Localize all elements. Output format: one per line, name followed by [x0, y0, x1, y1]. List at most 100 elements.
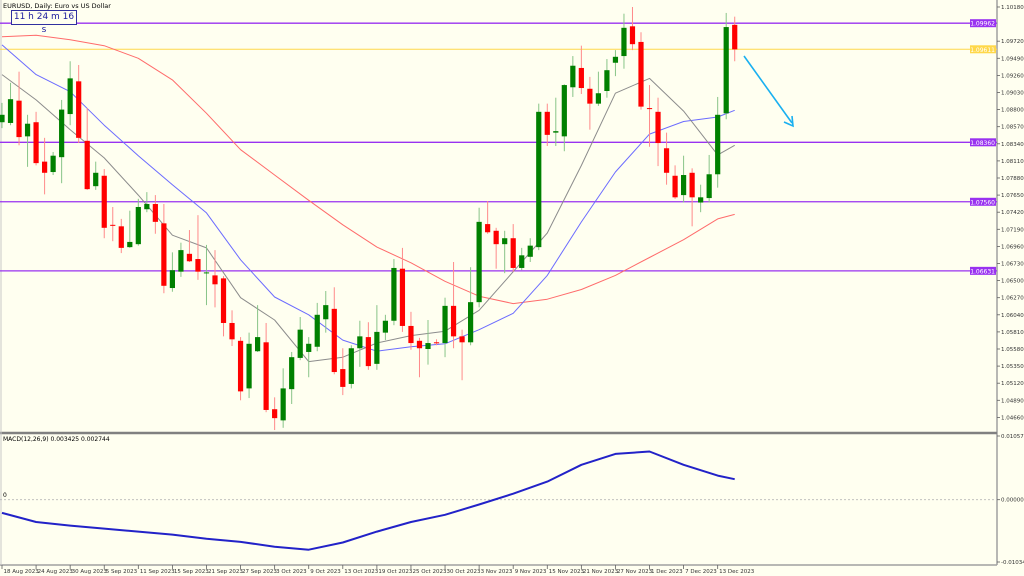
candle-bull — [297, 329, 303, 358]
price-tick-label: 1.06270 — [1001, 296, 1024, 302]
time-tick-label: 13 Oct 2023 — [344, 569, 379, 575]
chart-title: EURUSD, Daily: Euro vs US Dollar — [3, 2, 111, 10]
price-level-label: 1.09962 — [970, 21, 995, 28]
candle-bull — [306, 343, 312, 352]
price-tick-label: 1.07880 — [1001, 176, 1024, 182]
price-tick-label: 1.09260 — [1001, 73, 1024, 79]
candle-bull — [323, 305, 329, 320]
candle-bull — [570, 65, 576, 88]
candle-bull — [374, 331, 380, 364]
macd-tick-label: 0.000000 — [1001, 498, 1024, 504]
candle-bear — [416, 340, 423, 349]
candle-bull — [561, 85, 567, 137]
candle-bear — [485, 224, 491, 233]
candle-bull — [24, 123, 31, 137]
price-tick-label: 1.04890 — [1001, 398, 1024, 404]
candle-bear — [110, 224, 116, 226]
macd-tick-label: -0.010345 — [1001, 560, 1024, 566]
candle-bull — [612, 56, 619, 63]
candle-bull — [314, 314, 320, 347]
time-tick-label: 9 Nov 2023 — [515, 569, 547, 575]
candle-bear — [33, 122, 39, 164]
candle-bear — [544, 111, 550, 135]
candle-bull — [502, 238, 508, 245]
moving-average-slow — [1, 34, 735, 305]
price-label-bg — [970, 138, 996, 147]
time-tick-label: 9 Oct 2023 — [310, 569, 341, 575]
candle-bull — [289, 357, 295, 390]
candle-bear — [510, 238, 516, 268]
candle-bull — [468, 302, 474, 343]
candle-bull — [604, 70, 610, 92]
price-level-label: 1.09611 — [970, 47, 995, 54]
price-tick-label: 1.08340 — [1001, 142, 1024, 148]
price-level-label: 1.06631 — [970, 268, 995, 275]
time-tick-label: 19 Oct 2023 — [378, 569, 413, 575]
price-tick-label: 1.05580 — [1001, 347, 1024, 353]
price-tick-label: 1.08800 — [1001, 108, 1024, 114]
price-tick-label: 1.09720 — [1001, 39, 1024, 45]
macd-zero-label: 0 — [3, 492, 7, 499]
candle-bull — [681, 175, 687, 196]
candle-bull — [135, 206, 141, 245]
time-tick-label: 1 Dec 2023 — [651, 569, 683, 575]
time-tick-label: 25 Oct 2023 — [412, 569, 447, 575]
price-tick-label: 1.06960 — [1001, 244, 1024, 250]
moving-average-fast — [1, 74, 735, 363]
trend-arrow-line — [743, 55, 793, 124]
candle-bear — [76, 81, 82, 138]
candle-bear — [450, 305, 457, 337]
time-tick-label: 11 Sep 2023 — [140, 569, 175, 575]
candle-bull — [382, 320, 388, 333]
time-tick-label: 27 Sep 2023 — [242, 569, 277, 575]
candle-bear — [220, 278, 227, 323]
time-tick-label: 21 Sep 2023 — [208, 569, 243, 575]
candle-bull — [280, 388, 286, 421]
time-tick-label: 5 Sep 2023 — [106, 569, 138, 575]
moving-average-mid — [1, 44, 735, 352]
candle-bull — [59, 109, 65, 158]
candle-bear — [578, 67, 584, 89]
candle-bull — [93, 172, 99, 187]
time-tick-label: 21 Nov 2023 — [583, 569, 619, 575]
time-tick-label: 15 Sep 2023 — [174, 569, 209, 575]
price-tick-label: 1.06730 — [1001, 261, 1024, 267]
time-tick-label: 27 Nov 2023 — [617, 569, 653, 575]
price-tick-label: 1.07190 — [1001, 227, 1024, 233]
time-tick-label: 7 Dec 2023 — [685, 569, 717, 575]
candle-bull — [50, 155, 56, 173]
candle-bull — [698, 197, 704, 203]
price-tick-label: 1.05350 — [1001, 364, 1024, 370]
candle-bull — [706, 174, 712, 199]
candle-bear — [638, 41, 644, 107]
price-tick-label: 1.07650 — [1001, 193, 1024, 199]
candle-bull — [595, 93, 601, 104]
candle-bear — [42, 161, 48, 173]
candle-bear — [493, 230, 499, 245]
candle-bull — [144, 204, 150, 210]
price-label-bg — [970, 197, 996, 206]
candle-bear — [408, 325, 414, 344]
time-tick-label: 13 Dec 2023 — [719, 569, 755, 575]
candle-bear — [672, 175, 678, 198]
macd-tick-label: 0.010575 — [1001, 434, 1024, 440]
time-tick-label: 3 Oct 2023 — [276, 569, 307, 575]
price-label-bg — [970, 266, 996, 275]
candle-bull — [178, 250, 184, 272]
price-tick-label: 1.09030 — [1001, 90, 1024, 96]
candle-bear — [101, 175, 107, 228]
candle-bear — [263, 342, 269, 410]
time-tick-label: 18 Aug 2023 — [4, 569, 40, 575]
price-tick-label: 1.06040 — [1001, 313, 1024, 319]
candle-bull — [715, 114, 721, 175]
macd-indicator-label: MACD(12,26,9) 0.003425 0.002744 — [3, 436, 110, 443]
candle-bear — [689, 172, 695, 198]
price-tick-label: 1.05120 — [1001, 381, 1024, 387]
candle-bull — [127, 241, 133, 248]
candle-bull — [553, 131, 559, 133]
price-tick-label: 1.08110 — [1001, 159, 1024, 165]
time-tick-label: 15 Nov 2023 — [549, 569, 585, 575]
candle-bull — [67, 78, 73, 115]
candle-bear — [152, 204, 158, 222]
